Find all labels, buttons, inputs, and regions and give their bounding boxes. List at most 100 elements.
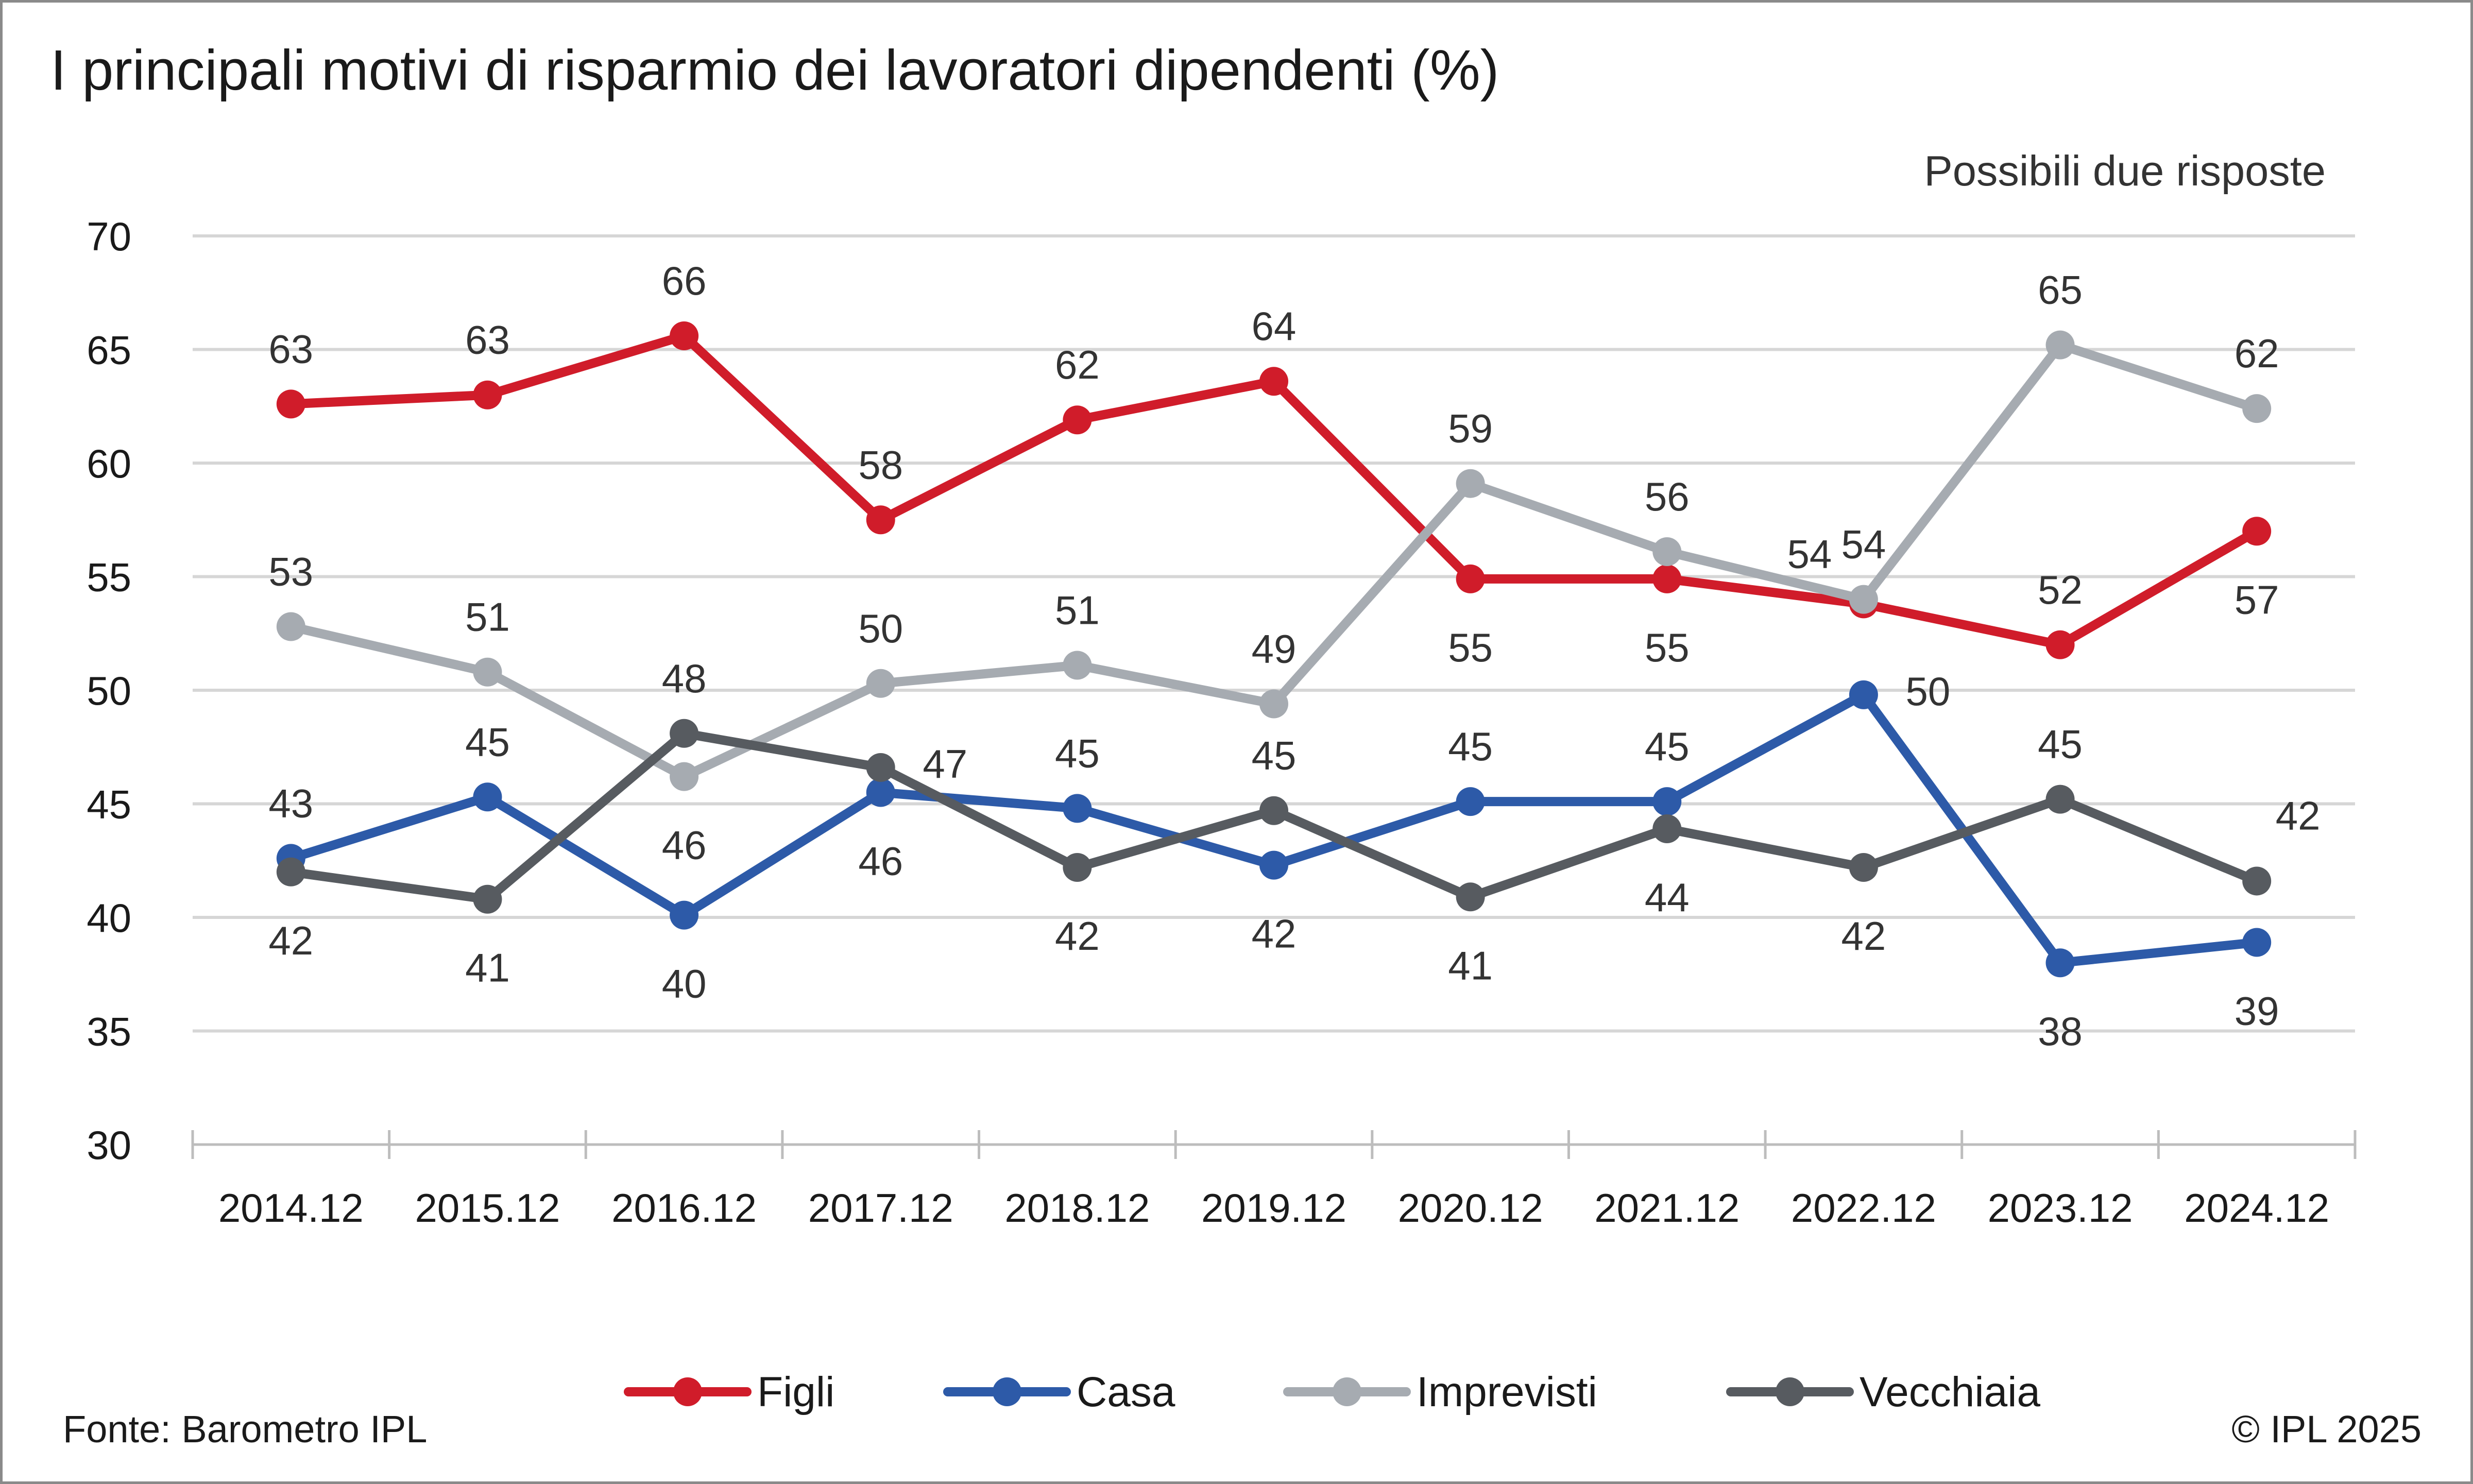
data-label-casa: 45 (1645, 724, 1690, 769)
y-tick-label: 35 (87, 1009, 131, 1054)
legend-marker (1333, 1377, 1361, 1406)
point-figli (1456, 564, 1485, 593)
data-label-imprevisti: 49 (1252, 626, 1297, 671)
point-imprevisti (473, 657, 502, 687)
data-label-figli: 57 (2235, 577, 2279, 622)
point-imprevisti (1652, 537, 1682, 566)
point-figli (2242, 517, 2272, 546)
point-figli (670, 321, 699, 351)
point-imprevisti (1063, 651, 1092, 680)
data-label-imprevisti: 50 (858, 606, 903, 651)
point-figli (276, 389, 305, 419)
legend-marker (993, 1377, 1021, 1406)
data-label-casa: 50 (1906, 669, 1951, 714)
legend-item-imprevisti: Imprevisti (1283, 1369, 1597, 1415)
point-vecchiaia (276, 857, 305, 886)
point-casa (1652, 787, 1682, 816)
legend-item-casa: Casa (943, 1369, 1175, 1415)
data-label-figli: 55 (1448, 625, 1493, 670)
data-label-figli: 64 (1252, 303, 1297, 349)
source-note: Fonte: Barometro IPL (63, 1408, 428, 1451)
point-imprevisti (866, 669, 895, 698)
point-casa (1063, 794, 1092, 823)
point-imprevisti (670, 762, 699, 791)
point-figli (1652, 564, 1682, 593)
x-tick-label: 2019.12 (1201, 1185, 1346, 1231)
legend-item-vecchiaia: Vecchiaia (1726, 1369, 2040, 1415)
data-label-vecchiaia: 42 (268, 918, 313, 963)
point-casa (2045, 948, 2075, 978)
point-vecchiaia (1259, 796, 1288, 825)
data-label-figli: 54 (1787, 531, 1832, 576)
point-casa (1259, 850, 1288, 880)
point-vecchiaia (2045, 784, 2075, 814)
point-figli (1259, 367, 1288, 396)
legend-marker (673, 1377, 702, 1406)
y-tick-label: 65 (87, 328, 131, 373)
legend-label: Imprevisti (1417, 1369, 1597, 1415)
data-label-casa: 45 (1448, 724, 1493, 769)
data-label-casa: 40 (662, 961, 707, 1007)
data-label-imprevisti: 59 (1448, 406, 1493, 451)
data-label-imprevisti: 53 (268, 549, 313, 594)
data-label-imprevisti: 54 (1841, 522, 1886, 567)
legend-marker (1776, 1377, 1804, 1406)
data-label-figli: 66 (662, 258, 707, 303)
y-tick-label: 40 (87, 895, 131, 941)
data-label-imprevisti: 51 (465, 594, 510, 640)
point-imprevisti (2045, 330, 2075, 360)
x-tick-label: 2017.12 (808, 1185, 953, 1231)
y-tick-label: 30 (87, 1122, 131, 1168)
chart-title: I principali motivi di risparmio dei lav… (50, 39, 1499, 102)
point-figli (473, 380, 502, 410)
point-imprevisti (1849, 585, 1878, 614)
legend-label: Figli (757, 1369, 834, 1415)
point-vecchiaia (473, 884, 502, 914)
data-label-casa: 45 (465, 719, 510, 764)
copyright-note: © IPL 2025 (2231, 1408, 2421, 1451)
y-tick-label: 50 (87, 668, 131, 713)
x-tick-label: 2022.12 (1791, 1185, 1936, 1231)
data-label-casa: 46 (858, 838, 903, 883)
chart-note: Possibili due risposte (1924, 147, 2326, 195)
data-label-figli: 63 (268, 326, 313, 371)
y-tick-label: 60 (87, 441, 131, 486)
data-label-vecchiaia: 45 (1252, 733, 1297, 778)
x-tick-label: 2014.12 (218, 1185, 364, 1231)
data-label-vecchiaia: 44 (1645, 875, 1690, 920)
data-label-figli: 55 (1645, 625, 1690, 670)
data-label-vecchiaia: 42 (2276, 793, 2321, 838)
data-label-casa: 42 (1252, 911, 1297, 957)
data-label-casa: 39 (2235, 988, 2279, 1034)
legend-label: Vecchiaia (1860, 1369, 2040, 1415)
point-figli (1063, 405, 1092, 435)
data-label-imprevisti: 51 (1055, 587, 1100, 633)
data-label-vecchiaia: 45 (2038, 722, 2083, 767)
legend-item-figli: Figli (624, 1369, 834, 1415)
y-tick-label: 70 (87, 214, 131, 259)
data-label-figli: 62 (1055, 342, 1100, 387)
x-tick-label: 2015.12 (415, 1185, 560, 1231)
point-imprevisti (2242, 394, 2272, 423)
legend-label: Casa (1077, 1369, 1175, 1415)
data-label-imprevisti: 65 (2038, 267, 2083, 313)
point-vecchiaia (2242, 866, 2272, 896)
point-vecchiaia (670, 719, 699, 748)
y-tick-label: 55 (87, 555, 131, 600)
point-figli (2045, 630, 2075, 659)
data-label-vecchiaia: 48 (662, 656, 707, 701)
point-casa (1849, 680, 1878, 709)
y-tick-label: 45 (87, 782, 131, 827)
data-label-figli: 52 (2038, 567, 2083, 612)
data-label-casa: 38 (2038, 1009, 2083, 1054)
point-casa (1456, 787, 1485, 816)
x-tick-label: 2024.12 (2184, 1185, 2329, 1231)
data-label-figli: 58 (858, 442, 903, 487)
data-label-vecchiaia: 47 (923, 741, 967, 787)
point-imprevisti (276, 612, 305, 641)
x-tick-label: 2021.12 (1594, 1185, 1739, 1231)
data-label-casa: 43 (268, 780, 313, 826)
point-imprevisti (1456, 469, 1485, 498)
